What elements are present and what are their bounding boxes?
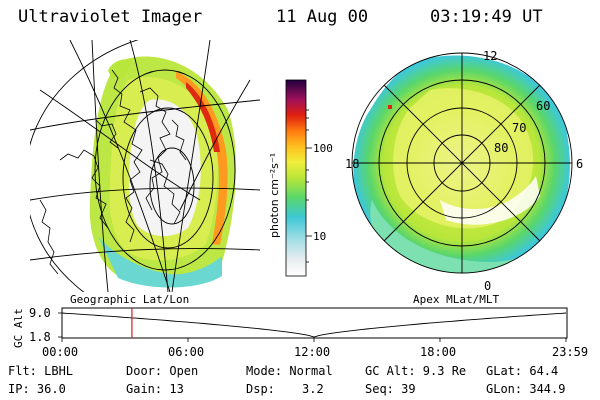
coastlines <box>39 69 187 275</box>
dsp-value: 3.2 <box>302 382 324 396</box>
altitude-curve <box>61 312 567 338</box>
observation-time: 03:19:49 UT <box>430 7 543 27</box>
instrument-title: Ultraviolet Imager <box>18 7 203 27</box>
mlt-label-12: 12 <box>483 49 497 63</box>
geographic-map-label: Geographic Lat/Lon <box>70 293 189 306</box>
ip-status: IP: 36.0 <box>8 382 66 396</box>
filter-status: Flt: LBHL <box>8 364 74 378</box>
colorbar-tick-100: 100 <box>313 142 333 155</box>
altitude-axis-label: GC Alt <box>12 308 25 348</box>
time-tick-1800: 18:00 <box>420 345 457 359</box>
time-tick-2359: 23:59 <box>552 345 589 359</box>
altitude-plot-frame <box>61 307 568 339</box>
graticule-lines <box>30 40 260 292</box>
altitude-tick-min: 1.8 <box>29 330 51 344</box>
mlat-label-80: 80 <box>494 141 508 155</box>
mlt-label-0: 0 <box>484 279 491 293</box>
colorbar-gradient <box>285 79 307 277</box>
mode-status: Mode: Normal <box>246 364 333 378</box>
polar-labels: 12 18 6 0 60 70 80 <box>345 49 583 293</box>
dsp-label: Dsp: <box>246 382 275 396</box>
mlt-label-18: 18 <box>345 157 359 171</box>
colorbar-unit-label: photon cm⁻²s⁻¹ <box>268 153 281 238</box>
time-tick-0600: 06:00 <box>168 345 205 359</box>
mlt-label-6: 6 <box>576 157 583 171</box>
seq-status: Seq: 39 <box>365 382 416 396</box>
door-status: Door: Open <box>126 364 199 378</box>
gain-status: Gain: 13 <box>126 382 184 396</box>
apex-map-label: Apex MLat/MLT <box>413 293 499 306</box>
mlat-label-70: 70 <box>512 121 526 135</box>
glon-status: GLon: 344.9 <box>486 382 566 396</box>
altitude-ticks <box>58 312 567 342</box>
gc-alt-status: GC Alt: 9.3 Re <box>365 364 467 378</box>
observation-date: 11 Aug 00 <box>276 7 369 27</box>
time-tick-1200: 12:00 <box>294 345 331 359</box>
mlat-label-60: 60 <box>536 99 550 113</box>
polar-grid <box>351 52 573 274</box>
colorbar-ticks <box>306 109 312 263</box>
colorbar-tick-10: 10 <box>313 230 326 243</box>
time-tick-0000: 00:00 <box>42 345 79 359</box>
glat-status: GLat: 64.4 <box>486 364 559 378</box>
altitude-tick-max: 9.0 <box>29 306 51 320</box>
